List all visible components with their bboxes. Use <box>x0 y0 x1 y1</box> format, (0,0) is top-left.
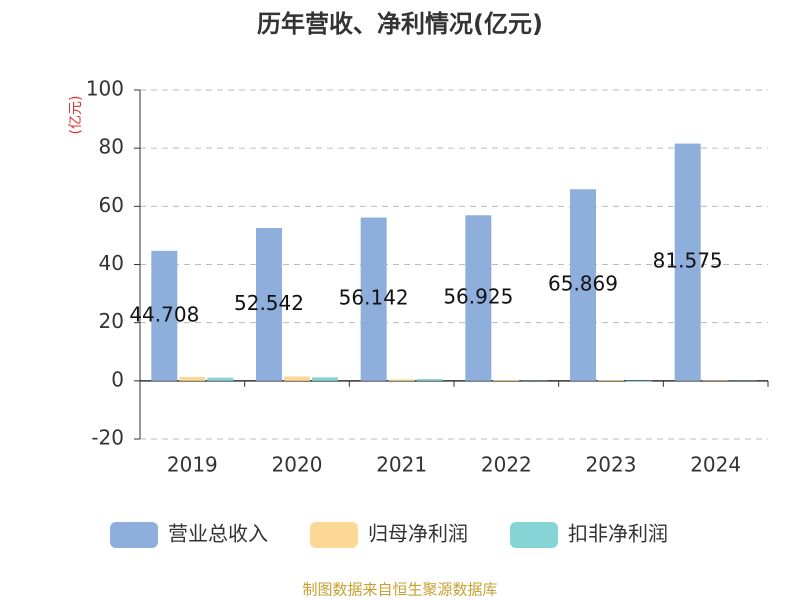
data-label: 52.542 <box>234 291 304 315</box>
chart-title: 历年营收、净利情况(亿元) <box>257 10 543 38</box>
y-tick-label: -20 <box>91 426 124 450</box>
bar <box>493 379 520 381</box>
y-tick-label: 100 <box>86 77 124 101</box>
data-label: 65.869 <box>548 272 618 296</box>
source-note: 制图数据来自恒生聚源数据库 <box>302 581 497 599</box>
legend-label: 营业总收入 <box>168 522 268 546</box>
y-tick-label: 20 <box>99 309 124 333</box>
legend-swatch <box>110 522 158 548</box>
bar <box>465 215 492 381</box>
x-tick-label: 2024 <box>690 453 741 477</box>
legend-swatch <box>310 522 358 548</box>
y-tick-label: 60 <box>99 193 124 217</box>
data-label: 56.925 <box>443 285 513 309</box>
x-tick-label: 2021 <box>376 453 427 477</box>
bar <box>151 250 178 381</box>
x-tick-label: 2023 <box>586 453 637 477</box>
bar <box>179 377 206 381</box>
bar <box>674 143 701 381</box>
bar <box>626 380 652 382</box>
bar <box>702 380 729 381</box>
bar <box>360 217 387 381</box>
bar <box>598 379 624 381</box>
bar <box>416 379 443 381</box>
y-tick-label: 40 <box>99 251 124 275</box>
bar <box>570 189 596 381</box>
legend-swatch <box>510 522 558 548</box>
data-label: 81.575 <box>653 249 723 273</box>
x-tick-label: 2022 <box>481 453 532 477</box>
x-tick-label: 2019 <box>167 453 218 477</box>
y-tick-label: 0 <box>111 367 124 391</box>
bar <box>207 377 234 381</box>
y-tick-label: 80 <box>99 135 124 159</box>
legend-label: 扣非净利润 <box>568 522 668 546</box>
bar <box>256 228 282 381</box>
y-axis-label: (亿元) <box>68 96 84 135</box>
data-label: 56.142 <box>339 286 409 310</box>
bar <box>388 379 415 381</box>
bar <box>312 377 338 381</box>
data-label: 44.708 <box>129 302 199 326</box>
bar <box>284 376 310 381</box>
legend-label: 归母净利润 <box>368 522 468 546</box>
x-tick-label: 2020 <box>272 453 323 477</box>
